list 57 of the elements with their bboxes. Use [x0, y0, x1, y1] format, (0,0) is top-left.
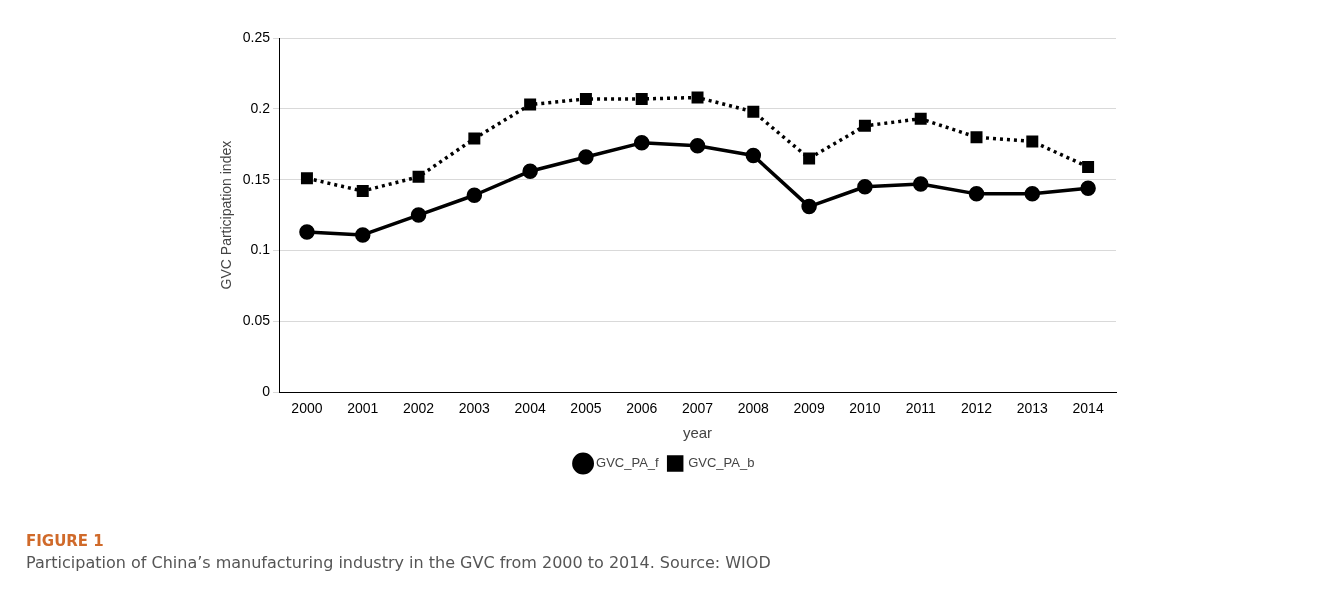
point [522, 163, 538, 179]
y-axis-title: GVC Participation index [218, 140, 235, 290]
x-tick-label: 2006 [626, 400, 658, 417]
x-tick-label: 2003 [458, 400, 491, 417]
point [633, 135, 650, 151]
legend-label: GVC_PA_f [596, 455, 660, 471]
point [689, 137, 706, 154]
x-tick-label: 2007 [681, 400, 714, 417]
point [356, 185, 369, 198]
point [412, 170, 425, 183]
point [410, 207, 427, 223]
point [745, 147, 762, 164]
point [914, 112, 927, 125]
x-axis-title: year [682, 424, 713, 442]
point [579, 92, 592, 105]
x-tick-label: 2001 [347, 400, 379, 417]
point [803, 152, 816, 165]
text: Participation of China’s manufacturing industry in the GVC from 2000 to 2014. Source: WIOD [26, 552, 771, 574]
point [354, 227, 371, 243]
point [578, 149, 594, 165]
x-tick-label: 2010 [849, 400, 881, 417]
x-tick-label: 2008 [737, 400, 770, 417]
y-tick-label: 0 [262, 383, 271, 400]
y-tick-label: 0.25 [242, 28, 271, 45]
point [801, 198, 817, 215]
x-tick-label: 2011 [905, 400, 936, 417]
point [466, 187, 483, 204]
point [1024, 186, 1041, 202]
point [524, 98, 537, 111]
point [970, 131, 983, 144]
point [468, 132, 481, 145]
point [299, 224, 315, 240]
x-tick-label: 2012 [960, 400, 993, 417]
x-tick-label: 2000 [291, 400, 323, 417]
x-tick-label: 2009 [793, 400, 825, 417]
point [747, 105, 760, 118]
y-tick-label: 0.05 [242, 312, 271, 329]
x-tick-label: 2014 [1072, 400, 1104, 417]
caption: FIGURE 1 [26, 531, 105, 552]
point [858, 119, 871, 132]
y-tick-label: 0.15 [242, 170, 271, 187]
x-tick-label: 2005 [570, 400, 602, 417]
point [300, 172, 313, 185]
point [1082, 160, 1095, 173]
point [857, 179, 873, 195]
point [968, 186, 985, 202]
point [691, 91, 704, 104]
y-tick-label: 0.2 [250, 99, 271, 116]
point [912, 176, 929, 192]
x-tick-label: 2013 [1016, 400, 1049, 417]
point [1080, 180, 1096, 196]
point [635, 92, 648, 105]
point [1026, 135, 1039, 148]
legend-label: GVC_PA_b [688, 455, 755, 471]
y-tick-label: 0.1 [250, 241, 271, 258]
x-tick-label: 2004 [514, 400, 546, 417]
x-tick-label: 2002 [402, 400, 435, 417]
